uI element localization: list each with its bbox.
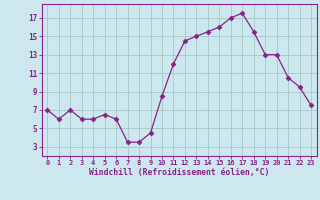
X-axis label: Windchill (Refroidissement éolien,°C): Windchill (Refroidissement éolien,°C) [89, 168, 269, 177]
